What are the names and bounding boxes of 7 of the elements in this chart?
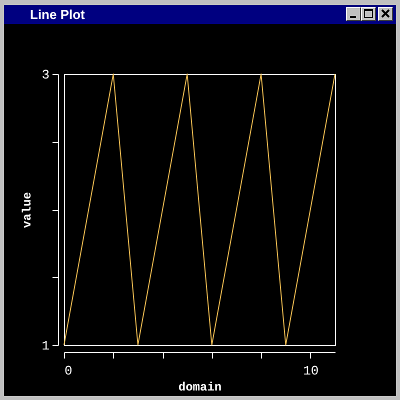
y-tick-label: 3	[42, 68, 50, 82]
chart-title: Line Plot	[30, 6, 85, 23]
y-axis-title: value	[20, 192, 35, 228]
x-axis-title: domain	[178, 380, 222, 394]
x-tick-label: 0	[64, 364, 72, 378]
y-tick-label: 1	[42, 338, 50, 354]
x-tick-label: 10	[303, 364, 319, 378]
